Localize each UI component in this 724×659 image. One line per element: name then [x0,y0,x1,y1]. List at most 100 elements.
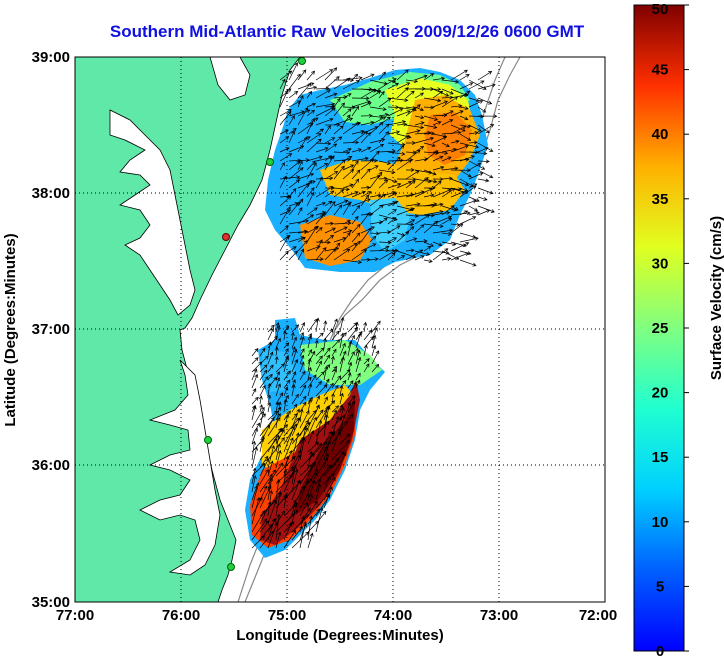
velocity-arrow [283,468,288,485]
velocity-arrow [299,520,307,549]
velocity-arrow [477,187,494,195]
x-tick-label: 77:00 [56,607,94,624]
velocity-arrow [369,115,384,120]
velocity-arrow [324,104,336,109]
velocity-arrow [275,322,280,333]
velocity-arrow [323,486,333,509]
velocity-arrow [477,71,493,81]
velocity-arrow [331,416,340,437]
velocity-arrow [432,202,444,207]
velocity-arrow [297,82,312,99]
velocity-arrow [297,172,315,180]
velocity-arrow [291,479,301,501]
velocity-arrows [251,62,498,549]
velocity-arrow [347,381,357,397]
velocity-arrow [259,375,269,389]
colorbar-tick-label: 30 [652,255,669,272]
velocity-arrow [387,200,399,207]
velocity-arrow [275,490,282,517]
velocity-arrow [291,393,299,405]
velocity-arrow [331,420,348,445]
velocity-arrow [331,330,340,341]
velocity-arrow [387,156,401,171]
velocity-arrow [283,370,291,381]
velocity-arrow [360,227,372,243]
velocity-arrow [283,450,293,469]
velocity-arrow [279,147,290,153]
velocity-arrow [432,210,451,216]
velocity-arrow [477,97,493,105]
velocity-arrow [405,237,418,243]
velocity-arrow [291,503,298,525]
velocity-arrow [378,190,397,198]
velocity-arrow [279,162,285,171]
velocity-arrow [387,209,397,216]
velocity-arrow [330,355,335,365]
velocity-arrow [468,131,479,135]
velocity-arrow [279,175,301,180]
velocity-arrow [306,102,316,108]
velocity-arrow [450,190,465,198]
velocity-arrow [477,159,490,164]
delaware-bay [209,57,251,101]
velocity-arrow [307,349,313,357]
y-tick-label: 35:00 [32,594,70,611]
colorbar: 0 5 10 15 20 25 30 35 40 45 50 Surface Velocity (c… [633,1,724,659]
velocity-arrow [405,150,417,155]
velocity-arrow [432,151,449,156]
velocity-arrow [342,148,352,153]
velocity-arrow [387,182,402,189]
velocity-arrow [387,237,397,243]
plot-frame [74,56,606,603]
velocity-arrow [333,242,341,252]
velocity-arrow [306,191,315,207]
velocity-arrow [323,378,330,389]
velocity-arrow [323,347,331,357]
velocity-arrow [342,114,351,126]
velocity-arrow [360,158,379,163]
velocity-arrow [342,259,363,265]
velocity-arrow [405,129,421,135]
velocity-arrow [251,440,257,461]
radar-station-marker [298,57,306,65]
velocity-arrow [351,215,359,225]
velocity-arrow [267,382,272,397]
radar-station-marker [204,436,212,444]
velocity-arrow [315,146,329,153]
velocity-arrow [378,179,389,189]
velocity-arrow [324,155,332,162]
velocity-arrow [450,69,468,81]
velocity-arrow [477,83,496,90]
x-tick-label: 75:00 [268,607,306,624]
y-tick-label: 39:00 [32,49,70,66]
velocity-arrow [477,124,490,134]
velocity-arrow [396,110,411,117]
velocity-arrow [369,235,377,243]
velocity-arrow [468,196,480,202]
velocity-arrow [275,531,282,549]
velocity-arrow [275,513,281,541]
velocity-arrow [468,114,485,119]
velocity-arrow [378,160,392,165]
velocity-arrow [306,179,312,189]
velocity-arrow [333,199,349,207]
y-tick-label: 38:00 [32,185,70,202]
velocity-arrow [283,413,290,429]
velocity-arrow [283,386,289,397]
colorbar-tick-label: 15 [652,449,669,466]
velocity-arrow [432,136,447,144]
velocity-arrow [396,82,411,90]
velocity-arrow [315,332,324,341]
velocity-arrow [315,384,328,397]
velocity-arrow [423,73,435,81]
velocity-arrow [405,249,424,261]
velocity-arrow [342,164,355,171]
velocity-arrow [299,408,304,421]
velocity-arrow [369,106,387,112]
velocity-arrow [323,475,331,493]
x-tick-label: 76:00 [162,607,200,624]
velocity-arrow [450,144,469,153]
velocity-arrow [414,115,425,120]
velocity-arrow [275,450,282,469]
velocity-arrow [405,104,421,117]
